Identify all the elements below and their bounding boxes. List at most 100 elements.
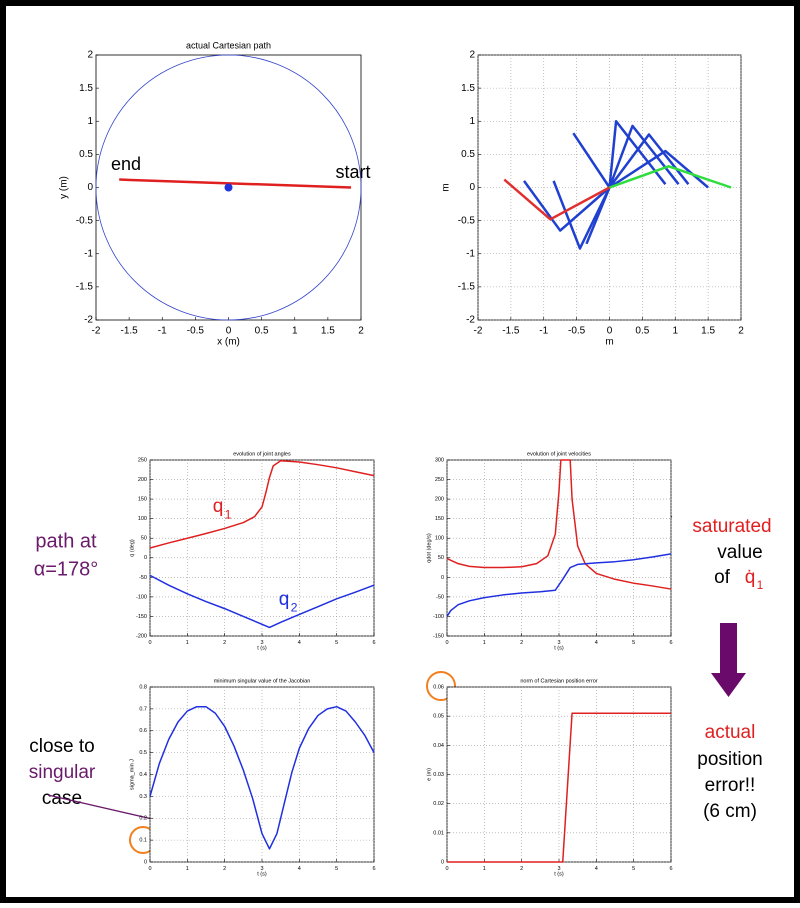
x-tick-label: 4 <box>595 640 598 646</box>
x-tick-label: 0 <box>226 326 232 337</box>
x-tick-label: 3 <box>260 640 263 646</box>
x-tick-label: -0.5 <box>568 326 586 337</box>
y-tick-label: -1 <box>466 248 475 259</box>
y-tick-label: 0.1 <box>139 838 147 844</box>
series-line <box>149 574 375 629</box>
x-axis-label: x (m) <box>217 337 240 348</box>
y-tick-label: 50 <box>438 555 444 561</box>
y-tick-label: -1.5 <box>458 282 476 293</box>
y-tick-label: 0 <box>144 859 147 865</box>
y-tick-label: 0.6 <box>139 728 147 734</box>
y-tick-label: -1 <box>84 248 93 259</box>
x-tick-label: 2 <box>738 326 744 337</box>
x-tick-label: 0.5 <box>255 326 269 337</box>
series-line <box>119 178 352 189</box>
note-text: singular <box>29 762 96 783</box>
x-tick-label: 2 <box>520 866 523 872</box>
y-tick-label: 0.8 <box>139 684 147 690</box>
note-text: of <box>714 567 731 588</box>
series-line <box>503 178 611 221</box>
series-line <box>149 460 375 549</box>
y-tick-label: 2 <box>87 50 93 61</box>
chart: 0 1 2 3 4 5 6 0 0.1 0.2 0.3 0.4 0.5 0.6 0.7 0.8 minimum … <box>129 678 375 877</box>
note-text: path at <box>35 530 97 552</box>
y-axis-label: sigma_min J <box>129 759 135 790</box>
x-tick-label: 2 <box>223 866 226 872</box>
x-axis-label: t (s) <box>257 645 267 651</box>
x-tick-label: -0.5 <box>187 326 205 337</box>
y-tick-label: -50 <box>436 594 444 600</box>
x-tick-label: 5 <box>335 640 338 646</box>
y-tick-label: 250 <box>138 457 147 463</box>
y-tick-label: 0.02 <box>433 801 444 807</box>
y-tick-label: 0.7 <box>139 706 147 712</box>
y-tick-label: -100 <box>433 614 444 620</box>
x-axis-label: t (s) <box>554 871 564 877</box>
chart: 0 1 2 3 4 5 6 0 0.01 0.02 0.03 0.04 0.05 0.06 norm of … <box>426 678 672 877</box>
note-text: position <box>697 749 763 770</box>
y-axis-label: q (deg) <box>129 539 135 557</box>
highlight-circle <box>426 671 456 701</box>
error-note: actual position error!! (6 cm) <box>697 722 763 822</box>
annotation: q <box>213 496 224 517</box>
y-tick-label: 1.5 <box>79 83 93 94</box>
down-arrow <box>711 623 746 697</box>
y-tick-label: 0.4 <box>139 772 147 778</box>
y-tick-label: 1 <box>87 116 93 127</box>
x-tick-label: 1 <box>672 326 678 337</box>
y-axis-label: m <box>441 183 452 191</box>
y-tick-label: 0 <box>441 575 444 581</box>
chart-title: minimum singular value of the Jacobian <box>214 678 311 684</box>
note-text: actual <box>705 722 756 743</box>
y-tick-label: 0.03 <box>433 772 444 778</box>
x-tick-label: 2 <box>520 640 523 646</box>
x-tick-label: 6 <box>372 640 375 646</box>
x-tick-label: 1 <box>186 866 189 872</box>
y-axis-label: qdot (deg/s) <box>426 533 432 563</box>
x-tick-label: 0 <box>148 866 151 872</box>
y-tick-label: 0.04 <box>433 743 444 749</box>
series-line <box>447 712 671 863</box>
note-subscript: 1 <box>757 578 764 592</box>
y-tick-label: -150 <box>433 633 444 639</box>
x-tick-label: 1 <box>186 640 189 646</box>
y-tick-label: -1.5 <box>76 282 94 293</box>
x-tick-label: 3 <box>557 866 560 872</box>
x-tick-label: 5 <box>632 640 635 646</box>
note-symbol: q̇ <box>745 567 756 588</box>
note-text: close to <box>29 736 94 757</box>
chart-title: evolution of joint velocities <box>527 451 591 457</box>
note-text: value <box>717 542 762 563</box>
annotation-subscript: 1 <box>225 507 232 521</box>
series-line <box>608 124 680 188</box>
y-tick-label: 0.5 <box>461 149 475 160</box>
x-tick-label: 1.5 <box>701 326 715 337</box>
x-tick-label: 1 <box>292 326 298 337</box>
y-tick-label: 50 <box>141 536 147 542</box>
x-tick-label: 3 <box>260 866 263 872</box>
x-tick-label: 1.5 <box>321 326 335 337</box>
x-tick-label: 3 <box>557 640 560 646</box>
x-tick-label: 0 <box>445 866 448 872</box>
y-axis-label: y (m) <box>59 176 70 199</box>
x-tick-label: 5 <box>335 866 338 872</box>
x-tick-label: 2 <box>223 640 226 646</box>
x-tick-label: -1.5 <box>502 326 520 337</box>
point <box>224 183 233 192</box>
y-tick-label: -50 <box>139 575 147 581</box>
y-tick-label: -2 <box>84 315 93 326</box>
y-tick-label: 300 <box>435 457 444 463</box>
chart: -2 -1.5 -1 -0.5 0 0.5 1 1.5 2 -2 -1.5 -1 -0.5 0 0.5 1 1.… <box>59 40 371 347</box>
path-note: path at α=178° <box>34 530 99 580</box>
x-axis-label: t (s) <box>554 645 564 651</box>
x-tick-label: 0 <box>445 640 448 646</box>
note-text: saturated <box>692 516 771 537</box>
x-axis-label: t (s) <box>257 871 267 877</box>
series-line <box>446 459 672 590</box>
x-axis-label: m <box>605 337 613 348</box>
series-line <box>552 180 611 250</box>
y-tick-label: 0.5 <box>79 149 93 160</box>
annotation: end <box>111 154 141 174</box>
x-tick-label: -1 <box>158 326 167 337</box>
y-tick-label: -0.5 <box>76 215 94 226</box>
